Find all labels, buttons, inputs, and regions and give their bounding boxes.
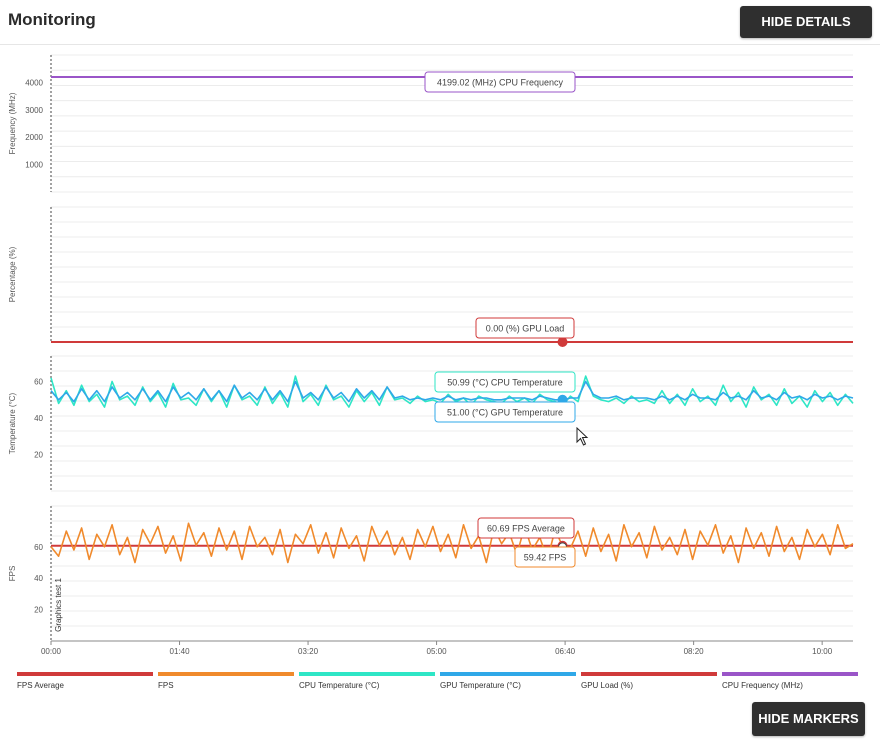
y-tick-label: 20 bbox=[34, 451, 43, 460]
legend-label: CPU Frequency (MHz) bbox=[722, 681, 803, 690]
x-tick-label: 10:00 bbox=[812, 647, 833, 656]
y-tick-label: 60 bbox=[34, 543, 43, 552]
tooltip-text-fps: 59.42 FPS bbox=[524, 553, 567, 563]
y-axis-label: Percentage (%) bbox=[8, 246, 17, 302]
legend-color-bar bbox=[581, 672, 717, 676]
y-tick-label: 2000 bbox=[25, 133, 43, 142]
hide-details-button[interactable]: HIDE DETAILS bbox=[740, 6, 872, 38]
x-tick-label: 05:00 bbox=[427, 647, 448, 656]
y-axis-label: FPS bbox=[8, 566, 17, 582]
y-tick-label: 4000 bbox=[25, 78, 43, 87]
hide-markers-button[interactable]: HIDE MARKERS bbox=[752, 702, 865, 736]
legend-label: GPU Temperature (°C) bbox=[440, 681, 521, 690]
x-tick-label: 03:20 bbox=[298, 647, 319, 656]
monitoring-chart[interactable]: 1000 2000 3000 4000 Frequency (MHz) 4199.02 (… bbox=[0, 0, 880, 670]
legend-label: CPU Temperature (°C) bbox=[299, 681, 380, 690]
y-tick-label: 1000 bbox=[25, 161, 43, 170]
tooltip-box-fps bbox=[514, 546, 576, 568]
legend: FPS Average FPS CPU Temperature (°C) GPU Te… bbox=[0, 672, 880, 696]
legend-label: FPS bbox=[158, 681, 174, 690]
tooltip-text-gpu_load: 0.00 (%) GPU Load bbox=[486, 324, 565, 334]
tooltip-text-fps_average: 60.69 FPS Average bbox=[487, 524, 565, 534]
x-tick-label: 08:20 bbox=[684, 647, 705, 656]
x-tick-label: 00:00 bbox=[41, 647, 62, 656]
series-line-gpu_temperature bbox=[50, 380, 854, 403]
x-tick-label: 01:40 bbox=[170, 647, 191, 656]
y-tick-label: 20 bbox=[34, 606, 43, 615]
legend-color-bar bbox=[440, 672, 576, 676]
tooltip-box-gpu_load bbox=[475, 317, 575, 339]
tooltip-box-cpu_frequency bbox=[424, 71, 576, 93]
legend-color-bar bbox=[158, 672, 294, 676]
tooltip-text-gpu_temperature: 51.00 (°C) GPU Temperature bbox=[447, 408, 563, 418]
y-tick-label: 60 bbox=[34, 378, 43, 387]
series-line-fps bbox=[50, 522, 854, 564]
legend-label: FPS Average bbox=[17, 681, 64, 690]
tooltip-box-fps_average bbox=[477, 517, 575, 539]
y-axis-label: Temperature (°C) bbox=[8, 392, 17, 454]
header-divider bbox=[0, 44, 880, 45]
page-title: Monitoring bbox=[8, 10, 96, 29]
x-tick-label: 06:40 bbox=[555, 647, 576, 656]
tooltip-box-gpu_temperature bbox=[434, 401, 576, 423]
y-tick-label: 3000 bbox=[25, 106, 43, 115]
tooltip-text-cpu_temperature: 50.99 (°C) CPU Temperature bbox=[447, 378, 562, 388]
marker-dot-gpu_load bbox=[557, 337, 568, 347]
y-axis-label: Frequency (MHz) bbox=[8, 92, 17, 154]
legend-color-bar bbox=[299, 672, 435, 676]
tooltip-box-cpu_temperature bbox=[434, 371, 576, 393]
tooltip-text-cpu_frequency: 4199.02 (MHz) CPU Frequency bbox=[437, 78, 564, 88]
legend-color-bar bbox=[17, 672, 153, 676]
y-tick-label: 40 bbox=[34, 414, 43, 423]
legend-color-bar bbox=[722, 672, 858, 676]
y-tick-label: 40 bbox=[34, 574, 43, 583]
mouse-cursor-icon bbox=[576, 427, 589, 446]
graphics-test-annotation: Graphics test 1 bbox=[54, 578, 63, 632]
legend-label: GPU Load (%) bbox=[581, 681, 634, 690]
